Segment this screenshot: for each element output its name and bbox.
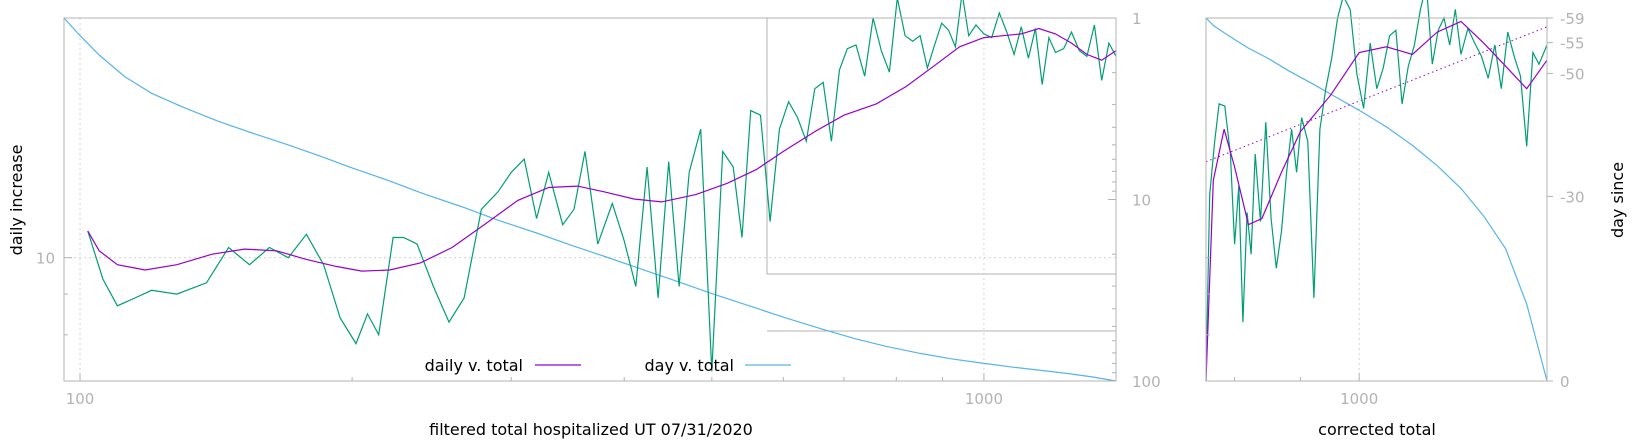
series-day-v-total-line [63,17,1117,382]
right-y2-tick-label: 0 [1560,373,1570,391]
legend-label-day: day v. total [645,356,735,375]
main-y2-tick-label: 1 [1132,10,1142,28]
right-series [1205,0,1548,382]
right-y2-tick-label: -55 [1560,35,1585,53]
right-series-trend-line [1205,26,1548,163]
right-series-raw-line [1205,0,1548,382]
main-x-axis-label: filtered total hospitalized UT 07/31/202… [429,420,753,439]
right-y2-tick-label: -30 [1560,188,1585,206]
main-ticks: 100 1000 10 1 10 100 [36,10,1161,408]
main-y-tick-label: 10 [36,250,55,268]
series-raw-daily-line [87,0,1117,372]
main-y2-tick-label: 100 [1132,373,1161,391]
right-x-axis-label: corrected total [1318,420,1436,439]
main-x-tick-label: 1000 [965,390,1003,408]
inset-box-top [766,18,1116,275]
right-ticks: 1000 -59 -55 -50 -30 0 [1206,10,1585,408]
main-frame [63,17,1117,382]
right-series-smoothed-line [1205,20,1548,382]
main-insets [766,18,1116,332]
series-daily-v-total-line [87,27,1117,272]
right-y2-tick-label: -59 [1560,10,1585,28]
main-series [63,0,1117,382]
main-x-tick-label: 100 [66,390,95,408]
right-y2-tick-label: -50 [1560,65,1585,83]
right-y-axis-label: day since [1608,162,1627,238]
main-panel: 100 1000 10 1 10 100 daily increase filtered … [7,0,1161,439]
legend: daily v. total day v. total [425,356,791,375]
right-frame [1205,17,1548,382]
main-grid [64,18,1116,381]
right-x-tick-label: 1000 [1340,390,1378,408]
main-y-axis-label: daily increase [7,145,26,256]
legend-label-daily: daily v. total [425,356,523,375]
right-panel: 1000 -59 -55 -50 -30 0 day since corrected to… [1205,0,1627,439]
right-series-day-line [1205,17,1548,382]
main-y2-tick-label: 10 [1132,192,1151,210]
